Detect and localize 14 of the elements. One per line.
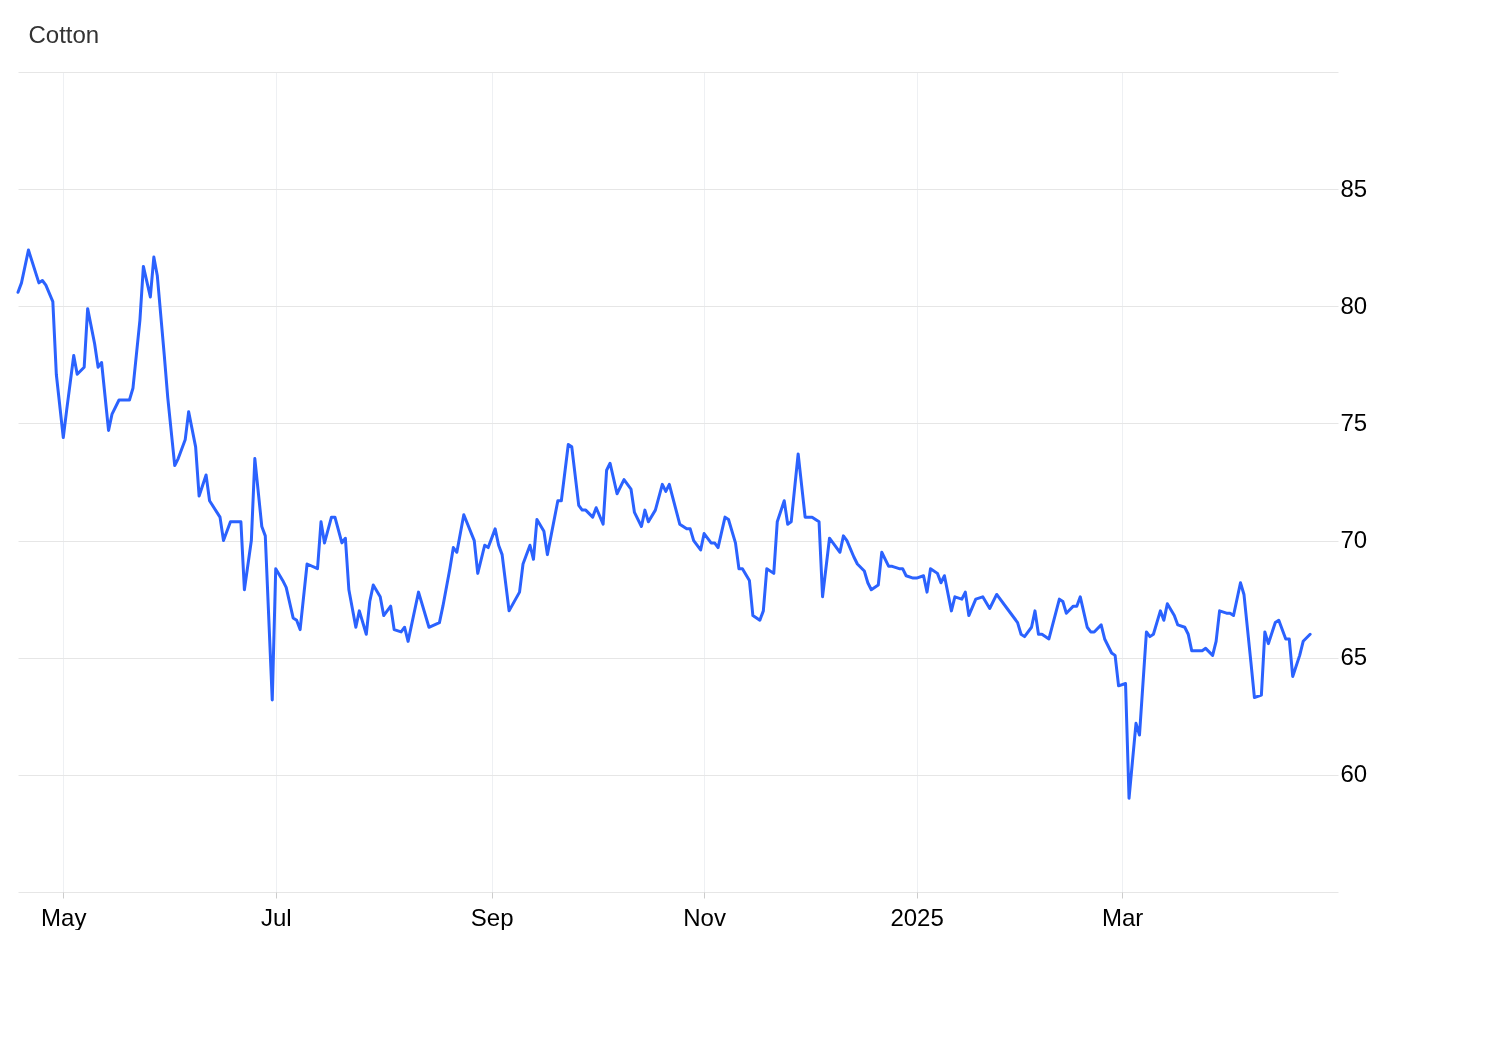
x-tick-label: Nov <box>683 903 726 931</box>
x-tick-label: May <box>41 903 87 931</box>
y-tick-label: 65 <box>1340 643 1368 671</box>
y-tick-label: 80 <box>1340 291 1368 319</box>
x-tick-label: Mar <box>1101 903 1144 931</box>
x-tick-label: Sep <box>470 903 514 931</box>
y-tick-label: 70 <box>1340 526 1368 554</box>
y-tick-label: 75 <box>1340 408 1368 436</box>
x-tick-label: 2025 <box>890 903 944 931</box>
chart-title: Cotton <box>28 21 100 48</box>
y-tick-label: 60 <box>1340 760 1368 788</box>
line-series <box>16 248 1312 800</box>
y-tick-label: 85 <box>1340 174 1368 202</box>
x-tick-label: Jul <box>260 903 292 931</box>
